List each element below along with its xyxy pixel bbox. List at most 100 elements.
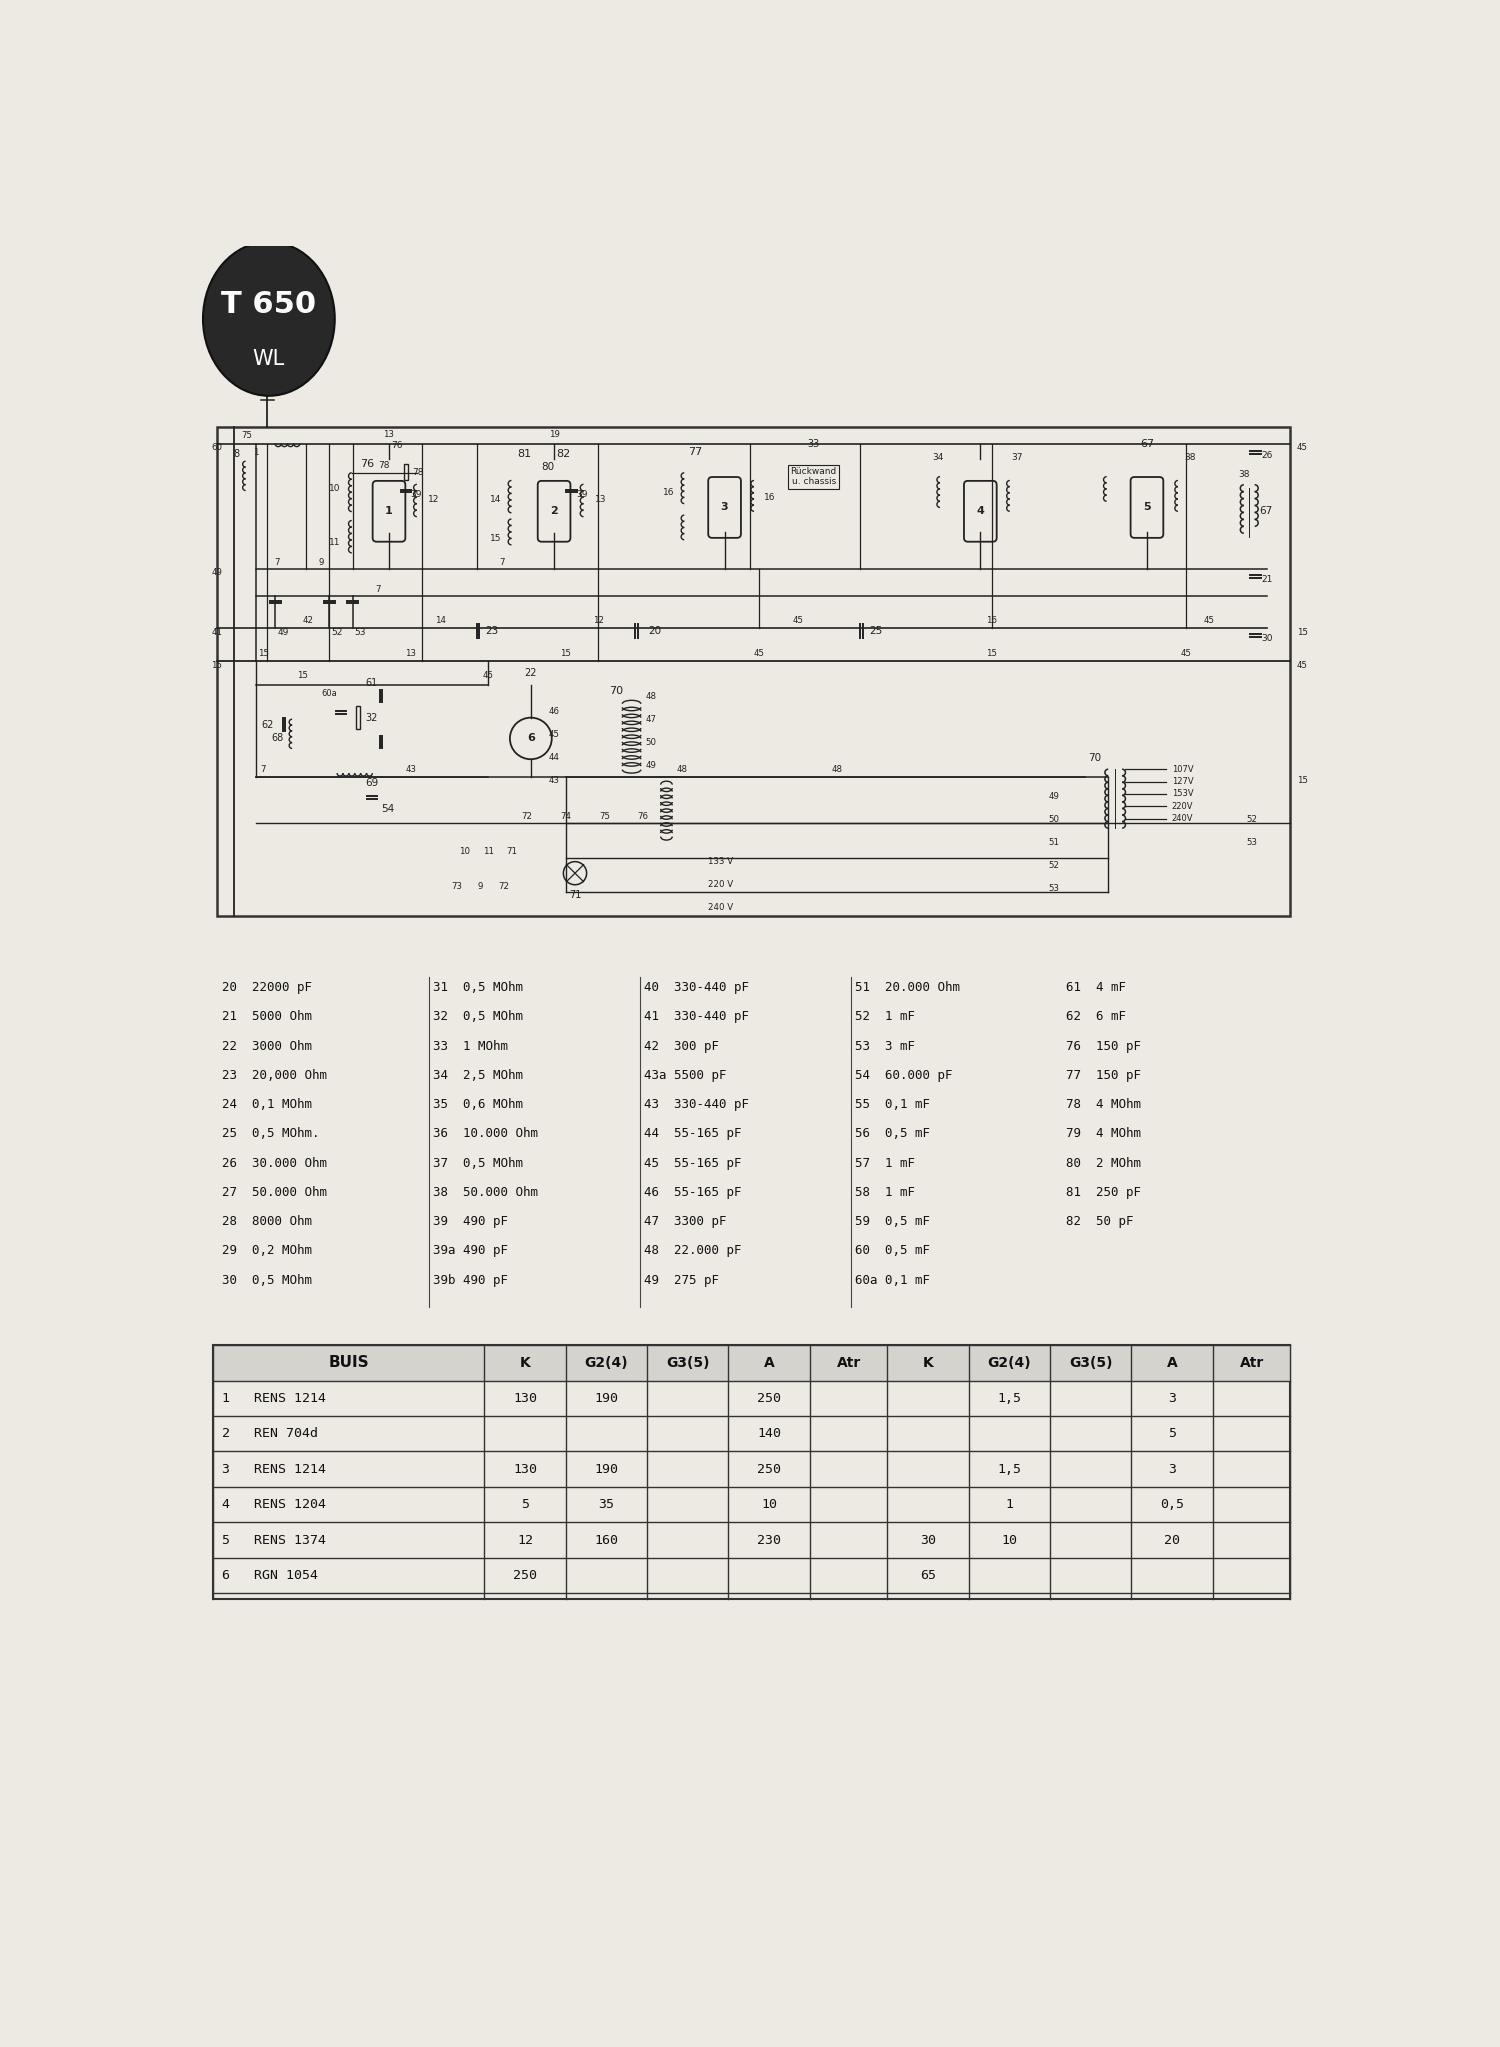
Text: 10: 10 (328, 483, 340, 493)
Text: 1,5: 1,5 (998, 1464, 1022, 1476)
Text: 61  4 mF: 61 4 mF (1065, 981, 1125, 995)
Text: 81  250 pF: 81 250 pF (1065, 1185, 1140, 1200)
Text: 4   RENS 1204: 4 RENS 1204 (222, 1498, 327, 1511)
Text: 76: 76 (638, 813, 648, 821)
Text: 36  10.000 Ohm: 36 10.000 Ohm (433, 1128, 538, 1140)
Text: 67: 67 (1258, 506, 1272, 516)
Text: 80  2 MOhm: 80 2 MOhm (1065, 1157, 1140, 1169)
Text: T 650: T 650 (222, 291, 316, 319)
Text: 5: 5 (520, 1498, 530, 1511)
Text: 153V: 153V (1172, 790, 1194, 798)
Text: 53  3 mF: 53 3 mF (855, 1040, 915, 1052)
Text: 15: 15 (560, 649, 572, 659)
Text: 250: 250 (758, 1392, 782, 1404)
Text: 13: 13 (596, 495, 606, 504)
Text: 50: 50 (645, 737, 657, 747)
Text: 240 V: 240 V (708, 903, 734, 913)
Text: 1   RENS 1214: 1 RENS 1214 (222, 1392, 327, 1404)
Text: 2   REN 704d: 2 REN 704d (222, 1427, 318, 1441)
Text: 21  5000 Ohm: 21 5000 Ohm (222, 1011, 312, 1024)
Text: 68: 68 (272, 733, 284, 743)
Text: 15: 15 (1296, 628, 1308, 637)
Text: 75: 75 (598, 813, 610, 821)
Text: 220 V: 220 V (708, 880, 734, 888)
Text: 15: 15 (258, 649, 268, 659)
Text: 69: 69 (366, 778, 378, 788)
Text: 10: 10 (1002, 1533, 1017, 1548)
Text: 33  1 MOhm: 33 1 MOhm (433, 1040, 508, 1052)
Text: 9: 9 (478, 882, 483, 890)
Ellipse shape (202, 242, 334, 395)
Text: 41  330-440 pF: 41 330-440 pF (644, 1011, 748, 1024)
Text: 77: 77 (688, 446, 702, 456)
Text: 70: 70 (609, 686, 622, 696)
Text: 42  300 pF: 42 300 pF (644, 1040, 718, 1052)
Text: 81: 81 (518, 448, 531, 459)
Text: 80: 80 (542, 463, 555, 473)
Text: 7: 7 (261, 766, 266, 774)
Text: G2(4): G2(4) (987, 1355, 1030, 1369)
Text: 62: 62 (261, 721, 273, 729)
Text: 21: 21 (1262, 575, 1274, 583)
Text: 133 V: 133 V (708, 858, 734, 866)
Text: K: K (922, 1355, 933, 1369)
Bar (404, 463, 408, 481)
Text: 43: 43 (405, 766, 416, 774)
Text: 9: 9 (320, 559, 324, 567)
Text: 44  55-165 pF: 44 55-165 pF (644, 1128, 741, 1140)
Text: 1: 1 (254, 448, 258, 456)
Bar (356, 706, 360, 729)
Text: 71: 71 (568, 890, 580, 901)
Text: 77  150 pF: 77 150 pF (1065, 1069, 1140, 1081)
Text: 23: 23 (486, 626, 498, 637)
Text: Atr: Atr (1239, 1355, 1263, 1369)
Text: 190: 190 (594, 1464, 618, 1476)
Text: G3(5): G3(5) (666, 1355, 710, 1369)
Text: Rückwand
u. chassis: Rückwand u. chassis (790, 467, 837, 487)
Text: 45: 45 (1203, 616, 1215, 624)
Bar (213, 1345, 1290, 1380)
Text: 33: 33 (807, 440, 820, 448)
Text: 57  1 mF: 57 1 mF (855, 1157, 915, 1169)
Text: 6: 6 (526, 733, 536, 743)
Text: 30: 30 (920, 1533, 936, 1548)
Text: 107V: 107V (1172, 766, 1194, 774)
Text: 78: 78 (413, 467, 424, 477)
Text: G3(5): G3(5) (1070, 1355, 1113, 1369)
Text: 82: 82 (556, 448, 570, 459)
Text: Atr: Atr (837, 1355, 861, 1369)
Text: 1,5: 1,5 (998, 1392, 1022, 1404)
Text: G2(4): G2(4) (585, 1355, 628, 1369)
Text: 72: 72 (498, 882, 508, 890)
Text: 60  0,5 mF: 60 0,5 mF (855, 1245, 930, 1257)
Text: 53: 53 (354, 628, 366, 637)
Text: 52: 52 (1048, 862, 1059, 870)
Text: 15: 15 (297, 671, 307, 680)
Text: 0,5: 0,5 (1160, 1498, 1184, 1511)
Text: 49: 49 (645, 761, 657, 770)
Text: 24  0,1 MOhm: 24 0,1 MOhm (222, 1097, 312, 1112)
Text: 75: 75 (242, 432, 252, 440)
Text: 220V: 220V (1172, 802, 1194, 811)
Text: 39a 490 pF: 39a 490 pF (433, 1245, 508, 1257)
Text: 5   RENS 1374: 5 RENS 1374 (222, 1533, 327, 1548)
Text: 16: 16 (764, 493, 776, 502)
Text: 45: 45 (1296, 661, 1308, 669)
Text: 49  275 pF: 49 275 pF (644, 1273, 718, 1288)
Bar (213, 1345, 1290, 1599)
Text: 38: 38 (1184, 452, 1196, 463)
Text: 250: 250 (758, 1464, 782, 1476)
Text: 34  2,5 MOhm: 34 2,5 MOhm (433, 1069, 524, 1081)
Text: 12: 12 (429, 495, 439, 504)
Text: 45: 45 (754, 649, 765, 659)
Text: 34: 34 (932, 452, 944, 463)
Text: 52: 52 (332, 628, 344, 637)
Text: 16: 16 (987, 616, 998, 624)
Text: 16: 16 (663, 487, 675, 497)
Text: 32  0,5 MOhm: 32 0,5 MOhm (433, 1011, 524, 1024)
Text: 48  22.000 pF: 48 22.000 pF (644, 1245, 741, 1257)
Text: 32: 32 (366, 712, 378, 723)
Text: WL: WL (252, 348, 285, 368)
Text: 71: 71 (506, 847, 518, 856)
Text: 45: 45 (1180, 649, 1191, 659)
